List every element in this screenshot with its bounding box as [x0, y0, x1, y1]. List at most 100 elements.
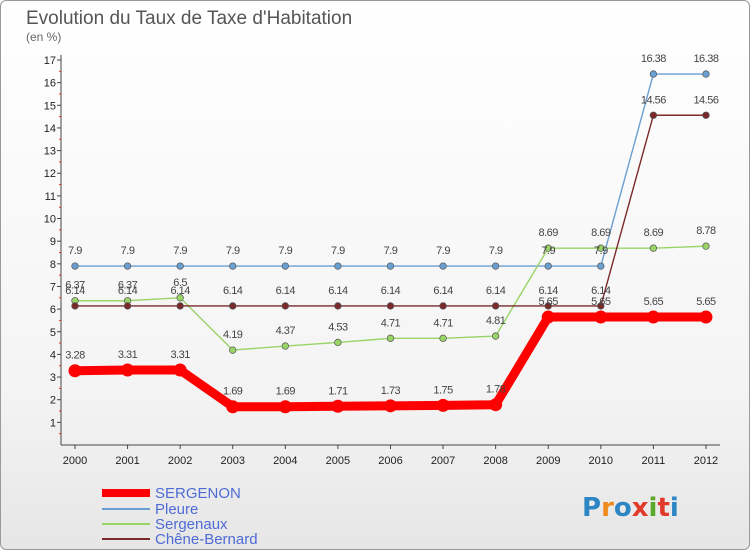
- y-tick-label: 13: [44, 146, 56, 158]
- x-tick-label: 2010: [589, 455, 613, 467]
- data-point-sergenaux: [649, 244, 658, 252]
- data-label-pleure: 16.38: [641, 53, 666, 65]
- data-label-sergenaux: 4.71: [381, 317, 401, 329]
- logo-letter: x: [632, 493, 649, 523]
- y-tick-label: 16: [44, 78, 56, 90]
- logo-letter: t: [657, 493, 669, 523]
- data-label-sergenaux: 6.37: [65, 280, 85, 292]
- data-point-chene-bernard: [702, 111, 710, 119]
- legend-label-sergenaux: Sergenaux: [155, 516, 228, 533]
- x-tick-label: 2000: [63, 455, 87, 467]
- data-point-sergenon: [383, 399, 397, 413]
- data-point-chene-bernard: [544, 302, 552, 310]
- data-label-pleure: 7.9: [173, 245, 187, 257]
- x-tick-label: 2005: [326, 455, 350, 467]
- data-point-sergenon: [173, 363, 187, 377]
- y-tick-label: 8: [50, 259, 56, 271]
- data-label-sergenaux: 8.69: [644, 227, 664, 239]
- data-label-sergenaux: 6.37: [118, 280, 138, 292]
- data-label-chene-bernard: 6.14: [65, 285, 85, 297]
- y-tick-label: 7: [50, 281, 56, 293]
- series-line-chene-bernard: [74, 114, 707, 307]
- logo-letter: r: [601, 493, 614, 523]
- data-label-sergenon: 3.31: [118, 349, 138, 361]
- data-label-sergenon: 3.31: [170, 349, 190, 361]
- data-label-sergenaux: 4.37: [276, 325, 296, 337]
- data-point-pleure: [229, 262, 237, 270]
- data-point-chene-bernard: [649, 111, 658, 119]
- data-point-sergenon: [436, 398, 450, 412]
- series-line-sergenaux: [74, 245, 707, 351]
- data-label-chene-bernard: 6.14: [223, 285, 243, 297]
- x-tick-label: 2011: [642, 455, 666, 467]
- series-line-pleure: [74, 73, 707, 267]
- data-labels: 3.28 3.31 3.31 1.69 1.69 1.71 1.73 1.75 1.78 5.65…: [65, 53, 719, 398]
- data-label-sergenon: 1.69: [276, 386, 296, 398]
- data-label-sergenon: 1.73: [381, 385, 401, 397]
- logo-letter: i: [670, 493, 679, 523]
- data-label-pleure: 16.38: [693, 53, 718, 65]
- x-tick-label: 2006: [378, 455, 402, 467]
- logo-letter: o: [614, 493, 632, 523]
- data-point-sergenaux: [597, 244, 605, 252]
- logo-letter: P: [582, 493, 601, 523]
- x-tick-label: 2004: [273, 455, 297, 467]
- data-point-chene-bernard: [176, 302, 184, 310]
- data-point-sergenon: [646, 310, 660, 324]
- data-point-pleure: [439, 262, 447, 270]
- legend-label-sergenon: SERGENON: [155, 485, 241, 502]
- proxiti-logo: Proxiti: [582, 493, 679, 523]
- data-label-chene-bernard: 6.14: [381, 285, 401, 297]
- data-label-chene-bernard: 6.14: [170, 285, 190, 297]
- data-point-sergenon: [489, 398, 503, 412]
- data-label-pleure: 7.9: [384, 245, 398, 257]
- series-points: [68, 70, 713, 414]
- data-label-sergenon: 5.65: [644, 296, 664, 308]
- data-label-pleure: 7.9: [278, 245, 292, 257]
- data-point-pleure: [491, 262, 500, 270]
- y-tick-label: 6: [50, 304, 56, 316]
- data-label-sergenaux: 8.69: [591, 227, 611, 239]
- data-point-pleure: [71, 262, 79, 270]
- data-label-sergenaux: 6.5: [173, 277, 187, 289]
- data-point-chene-bernard: [334, 302, 342, 310]
- y-tick-label: 10: [44, 214, 56, 226]
- data-point-sergenaux: [281, 342, 289, 350]
- data-label-chene-bernard: 6.14: [276, 285, 296, 297]
- data-label-sergenon: 1.69: [223, 386, 243, 398]
- data-label-chene-bernard: 6.14: [328, 285, 348, 297]
- data-point-pleure: [597, 262, 605, 270]
- chart-subtitle: (en %): [26, 30, 61, 44]
- data-point-pleure: [544, 262, 552, 270]
- data-point-sergenon: [226, 400, 240, 414]
- data-point-pleure: [281, 262, 289, 270]
- data-label-chene-bernard: 6.14: [118, 285, 138, 297]
- data-point-chene-bernard: [386, 302, 395, 310]
- data-point-sergenaux: [334, 338, 342, 347]
- data-label-sergenon: 1.71: [328, 385, 348, 397]
- data-label-chene-bernard: 6.14: [539, 285, 559, 297]
- data-label-pleure: 7.9: [331, 245, 345, 257]
- proxiti-logo-text: Proxiti: [582, 493, 679, 523]
- data-point-chene-bernard: [229, 302, 237, 310]
- data-label-sergenon: 1.75: [433, 384, 453, 396]
- data-label-pleure: 7.9: [541, 245, 555, 257]
- data-point-pleure: [334, 262, 342, 270]
- y-tick-label: 12: [44, 168, 56, 180]
- data-label-pleure: 7.9: [226, 245, 240, 257]
- data-point-sergenaux: [439, 334, 447, 342]
- data-label-chene-bernard: 6.14: [486, 285, 506, 297]
- y-tick-label: 4: [50, 349, 56, 361]
- data-label-sergenaux: 4.71: [433, 317, 453, 329]
- data-label-pleure: 7.9: [68, 245, 82, 257]
- data-label-sergenaux: 8.69: [539, 227, 559, 239]
- data-point-pleure: [123, 262, 132, 270]
- data-label-chene-bernard: 6.14: [433, 285, 453, 297]
- y-tick-label: 11: [45, 191, 56, 203]
- data-point-chene-bernard: [123, 302, 132, 310]
- data-point-sergenaux: [176, 294, 184, 302]
- x-tick-label: 2001: [115, 455, 139, 467]
- data-point-sergenon: [121, 363, 135, 377]
